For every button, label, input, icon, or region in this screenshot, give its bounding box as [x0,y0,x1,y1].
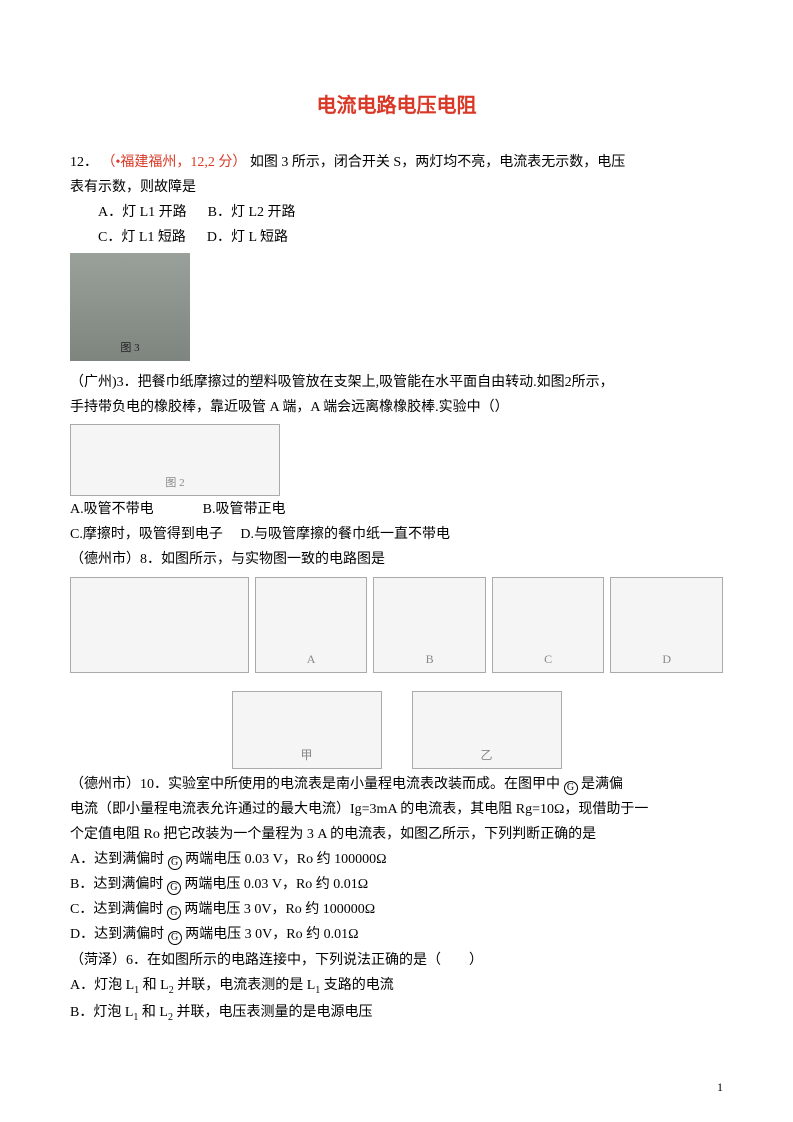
q12-optD: D．灯 L 短路 [207,230,288,245]
qdz10-optA-a: A．达到满偏时 [70,852,164,867]
qhz6-optB-b: 和 L [142,1005,168,1020]
qhz6-optB-c: 并联，电压表测量的是电源电压 [176,1005,372,1020]
qhz6-optA-d: 支路的电流 [324,978,394,993]
q12-source: （•福建福州，12,2 分） [102,155,247,170]
qgz-options-row1: A.吸管不带电 B.吸管带正电 [70,498,723,521]
q12-optC: C．灯 L1 短路 [98,230,186,245]
page-number: 1 [717,1078,723,1098]
qhz6-optA: A．灯泡 L1 和 L2 并联，电流表测的是 L1 支路的电流 [70,974,723,999]
qdz10-fig-yi: 乙 [412,691,562,769]
sub-1c: 1 [133,1012,138,1023]
qdz10-fig-jia: 甲 [232,691,382,769]
q12-options-row2: C．灯 L1 短路 D．灯 L 短路 [70,226,723,249]
qgz-optA: A.吸管不带电 [70,502,154,517]
qdz10-optD: D．达到满偏时 G 两端电压 3 0V，Ro 约 0.01Ω [70,923,723,946]
page-title: 电流电路电压电阻 [70,90,723,123]
qdz10-line2: 电流（即小量程电流表允许通过的最大电流）Ig=3mA 的电流表，其电阻 Rg=1… [70,798,723,821]
q12-stem-line2: 表有示数，则故障是 [70,176,723,199]
qdz8-option-C: C [492,577,605,673]
qgz-optD: D.与吸管摩擦的餐巾纸一直不带电 [240,527,450,542]
qdz10-optD-a: D．达到满偏时 [70,927,164,942]
qdz8-physical-diagram [70,577,249,673]
qgz-options-row2: C.摩擦时，吸管得到电子 D.与吸管摩擦的餐巾纸一直不带电 [70,523,723,546]
q12-options-row1: A．灯 L1 开路 B．灯 L2 开路 [70,201,723,224]
qdz8-stem: （德州市）8．如图所示，与实物图一致的电路图是 [70,548,723,571]
qhz6-stem: （菏泽）6．在如图所示的电路连接中，下列说法正确的是（ ） [70,949,723,972]
qdz10-optA: A．达到满偏时 G 两端电压 0.03 V，Ro 约 100000Ω [70,848,723,871]
qdz10-optB-b: 两端电压 0.03 V，Ro 约 0.01Ω [184,877,368,892]
galvanometer-icon: G [564,781,578,795]
q12-stem-part1: 如图 3 所示，闭合开关 S，两灯均不亮，电流表无示数，电压 [250,155,625,170]
qhz6-optB-a: B．灯泡 L [70,1005,133,1020]
qdz10-line1: （德州市）10．实验室中所使用的电流表是南小量程电流表改装而成。在图甲中 G 是… [70,773,723,796]
qdz10-line1b: 是满偏 [581,777,623,792]
qdz10-line3: 个定值电阻 Ro 把它改装为一个量程为 3 A 的电流表，如图乙所示，下列判断正… [70,823,723,846]
qdz10-optD-b: 两端电压 3 0V，Ro 约 0.01Ω [185,927,358,942]
q12-stem-line1: 12． （•福建福州，12,2 分） 如图 3 所示，闭合开关 S，两灯均不亮，… [70,151,723,174]
qgz-figure: 图 2 [70,424,280,496]
galvanometer-icon: G [168,931,182,945]
galvanometer-icon: G [167,906,181,920]
q12-number: 12． [70,155,98,170]
q12-figure: 图 3 [70,253,190,361]
qhz6-optA-c: 并联，电流表测的是 L [177,978,315,993]
qdz10-optC-a: C．达到满偏时 [70,902,163,917]
sub-2: 2 [169,984,174,995]
qdz10-optB-a: B．达到满偏时 [70,877,163,892]
sub-2b: 2 [168,1012,173,1023]
qdz10-figures: 甲 乙 [70,691,723,769]
qdz10-optA-b: 两端电压 0.03 V，Ro 约 100000Ω [185,852,386,867]
sub-1: 1 [134,984,139,995]
galvanometer-icon: G [167,881,181,895]
q12-optB: B．灯 L2 开路 [208,205,296,220]
sub-1b: 1 [315,984,320,995]
qgz-optC: C.摩擦时，吸管得到电子 [70,527,223,542]
qhz6-optA-b: 和 L [143,978,169,993]
qdz10-optB: B．达到满偏时 G 两端电压 0.03 V，Ro 约 0.01Ω [70,873,723,896]
qdz8-diagram-row: A B C D [70,577,723,673]
galvanometer-icon: G [168,856,182,870]
qhz6-optB: B．灯泡 L1 和 L2 并联，电压表测量的是电源电压 [70,1001,723,1026]
qhz6-optA-a: A．灯泡 L [70,978,134,993]
qdz10-optC: C．达到满偏时 G 两端电压 3 0V，Ro 约 100000Ω [70,898,723,921]
qgz-optB: B.吸管带正电 [203,502,286,517]
qdz8-option-B: B [373,577,486,673]
qdz10-line1a: （德州市）10．实验室中所使用的电流表是南小量程电流表改装而成。在图甲中 [70,777,560,792]
q12-optA: A．灯 L1 开路 [98,205,187,220]
qgz-stem-line1: （广州)3．把餐巾纸摩擦过的塑料吸管放在支架上,吸管能在水平面自由转动.如图2所… [70,371,723,394]
qdz8-option-D: D [610,577,723,673]
qdz10-optC-b: 两端电压 3 0V，Ro 约 100000Ω [184,902,375,917]
qgz-stem-line2: 手持带负电的橡胶棒，靠近吸管 A 端，A 端会远离橡橡胶棒.实验中（） [70,396,723,419]
qdz8-option-A: A [255,577,368,673]
